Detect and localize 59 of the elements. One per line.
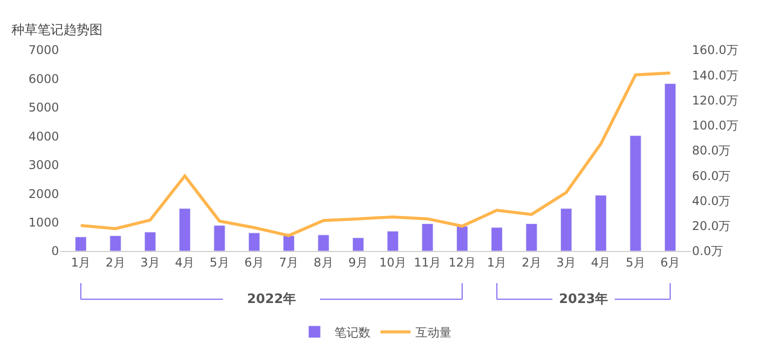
x-tick-label: 5月 (210, 255, 230, 270)
bar (560, 208, 572, 251)
x-tick-label: 4月 (591, 255, 611, 270)
y2-tick-label: 80.0万 (692, 144, 731, 158)
x-tick-label: 3月 (140, 255, 160, 270)
y-tick-label: 3000 (28, 158, 59, 172)
x-tick-label: 2月 (522, 255, 542, 270)
text: 2022年 (247, 292, 296, 307)
x-tick-label: 1月 (487, 255, 507, 270)
y-tick-label: 6000 (28, 72, 59, 86)
x-tick-label: 6月 (244, 255, 264, 270)
y-tick-label: 0 (51, 244, 59, 258)
y-tick-label: 5000 (28, 100, 59, 115)
y-tick-label: 7000 (28, 43, 59, 58)
y-tick-label: 2000 (28, 186, 59, 201)
y2-tick-label: 160.0万 (692, 43, 738, 58)
y-tick-label: 1000 (28, 215, 59, 230)
y2-tick-label: 20.0万 (692, 219, 731, 234)
y2-tick-label: 100.0万 (692, 118, 738, 133)
bar (526, 223, 538, 251)
bar (352, 238, 364, 251)
bar (318, 234, 330, 251)
chart-title: 种草笔记趋势图 (11, 23, 102, 38)
line-series (79, 71, 672, 238)
x-tick-label: 6月 (660, 255, 680, 270)
x-tick-label: 3月 (556, 255, 576, 270)
y2-tick-label: 140.0万 (692, 68, 738, 82)
x-tick-label: 11月 (414, 255, 442, 270)
bar (283, 236, 295, 251)
bar (630, 135, 642, 251)
x-tick-label: 8月 (314, 255, 334, 270)
y2-tick-label: 120.0万 (692, 93, 738, 108)
bar (75, 236, 87, 251)
x-tick-label: 4月 (174, 255, 195, 270)
bar (456, 226, 468, 251)
x-tick-label: 5月 (626, 255, 646, 270)
legend-label: 互动量 (416, 326, 452, 340)
bar (248, 232, 260, 251)
x-tick-label: 1月 (70, 255, 91, 270)
y2-tick-label: 0.0万 (692, 244, 724, 258)
bar (595, 195, 607, 251)
y2-tick-label: 40.0万 (692, 194, 731, 208)
y-tick-label: 4000 (28, 129, 59, 144)
x-tick-label: 10月 (379, 255, 406, 270)
bar (387, 230, 399, 251)
bar (110, 236, 122, 251)
bar (664, 83, 676, 251)
x-tick-label: 9月 (348, 255, 368, 270)
x-tick-label: 2月 (106, 255, 126, 270)
bar (491, 227, 503, 251)
x-tick-label: 7月 (279, 255, 299, 270)
legend-label: 笔记数 (334, 326, 370, 340)
x-tick-label: 12月 (448, 255, 476, 270)
y2-tick-label: 60.0万 (692, 168, 731, 183)
bar (179, 208, 191, 251)
bar (422, 223, 434, 251)
bar (214, 225, 226, 251)
text: 2023年 (559, 292, 608, 307)
bar (144, 232, 156, 251)
